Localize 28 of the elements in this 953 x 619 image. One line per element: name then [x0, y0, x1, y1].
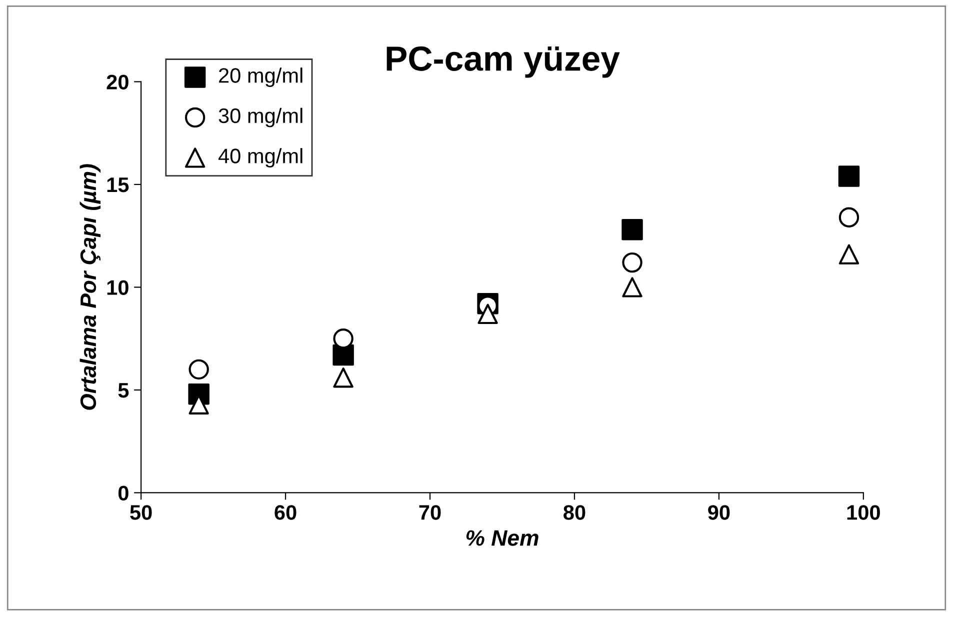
- x-axis-title: % Nem: [466, 530, 538, 546]
- x-tick-label: 80: [564, 505, 586, 520]
- y-tick-label: 20: [106, 74, 128, 90]
- x-tick-label: 70: [419, 505, 441, 520]
- point: [838, 207, 860, 228]
- y-axis-title: Ortalama Por Çapı (µm): [80, 164, 101, 410]
- point: [333, 328, 354, 349]
- x-tick-label: 60: [274, 505, 296, 520]
- y-tick-label: 5: [118, 383, 129, 398]
- y-tick-label: 0: [118, 486, 128, 500]
- x-tick-label: 90: [708, 505, 730, 520]
- legend-label: 30 mg/ml: [218, 108, 302, 128]
- legend-label: 20 mg/ml: [219, 68, 302, 87]
- point: [478, 304, 498, 324]
- point: [188, 359, 209, 380]
- x-tick-label: 100: [847, 505, 880, 520]
- point: [332, 344, 354, 366]
- chart-title: PC-cam yüzey: [386, 46, 620, 78]
- point: [622, 277, 642, 298]
- point: [333, 368, 354, 388]
- point: [622, 252, 642, 273]
- point: [838, 244, 860, 264]
- x-tick-label: 50: [130, 505, 152, 520]
- y-tick-label: 10: [107, 280, 128, 295]
- point: [622, 219, 643, 240]
- legend-label: 40 mg/ml: [218, 148, 302, 168]
- y-tick-label: 15: [107, 178, 129, 192]
- point: [838, 166, 860, 187]
